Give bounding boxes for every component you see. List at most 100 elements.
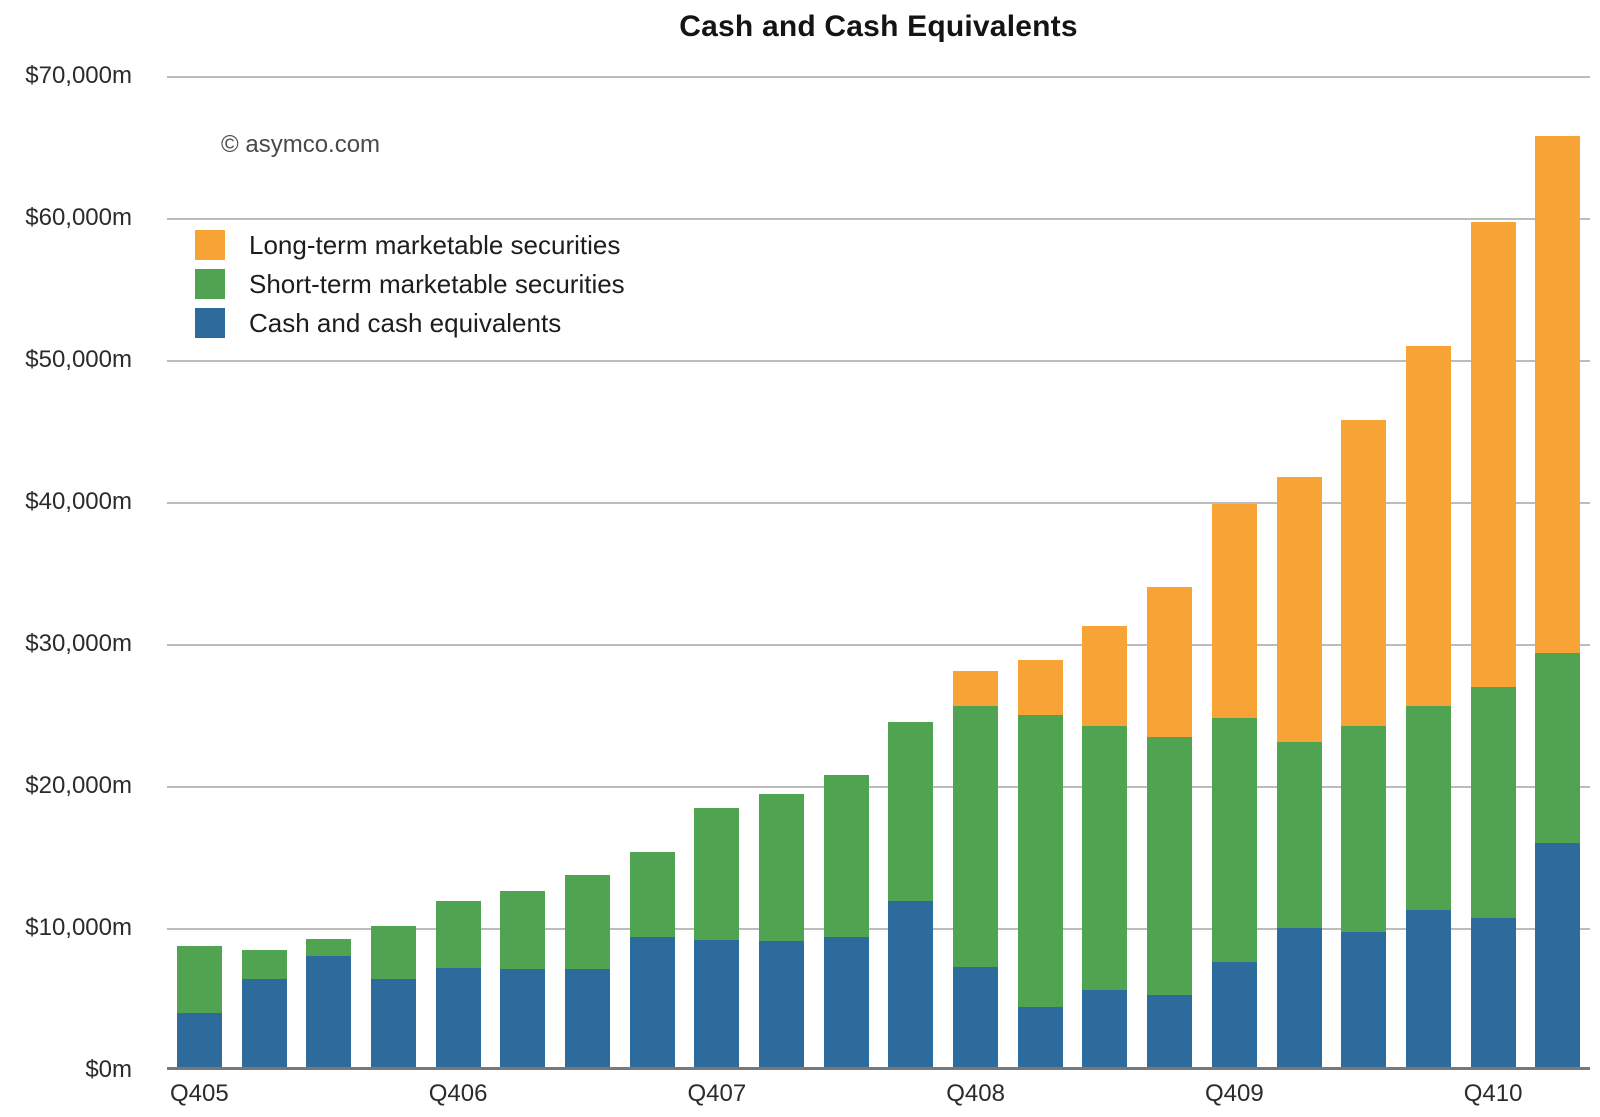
- bar-segment-cash: [759, 941, 805, 1070]
- x-tick-label: Q408: [946, 1080, 1005, 1107]
- bar-segment-cash: [176, 1013, 222, 1070]
- x-tick-slot: [296, 1080, 361, 1108]
- gridline: [167, 76, 1590, 78]
- bar-slot: [555, 76, 620, 1070]
- bar-segment-short_term: [435, 901, 481, 968]
- x-tick-slot: [1525, 1080, 1590, 1108]
- bar-slot: [1331, 76, 1396, 1070]
- bar-segment-short_term: [1535, 653, 1581, 844]
- bar-Q111: [1535, 135, 1581, 1070]
- bar-slot: [620, 76, 685, 1070]
- gridline: [167, 928, 1590, 930]
- x-tick-slot: [879, 1080, 944, 1108]
- bar-Q310: [1405, 345, 1451, 1070]
- bar-Q208: [823, 774, 869, 1070]
- y-tick-label: $50,000m: [25, 346, 132, 373]
- bar-segment-cash: [500, 969, 546, 1070]
- bar-segment-short_term: [1470, 686, 1516, 918]
- bar-segment-cash: [370, 979, 416, 1070]
- y-tick-label: $20,000m: [25, 772, 132, 799]
- bar-segment-short_term: [241, 949, 287, 980]
- x-tick-slot: [1137, 1080, 1202, 1108]
- gridline: [167, 218, 1590, 220]
- bar-slot: [1267, 76, 1332, 1070]
- bar-segment-short_term: [888, 722, 934, 902]
- gridline: [167, 644, 1590, 646]
- bar-segment-short_term: [1082, 726, 1128, 991]
- bar-Q109: [1017, 659, 1063, 1070]
- bar-segment-cash: [1470, 917, 1516, 1070]
- x-tick-slot: [490, 1080, 555, 1108]
- bar-slot: [1396, 76, 1461, 1070]
- bar-segment-short_term: [1147, 736, 1193, 996]
- legend-swatch-long-term-icon: [195, 230, 225, 260]
- bar-segment-short_term: [629, 851, 675, 938]
- bar-Q108: [759, 793, 805, 1070]
- plot-area: [167, 76, 1590, 1070]
- bar-slot: [1137, 76, 1202, 1070]
- x-tick-label: Q410: [1463, 1080, 1523, 1107]
- x-tick-slot: [749, 1080, 814, 1108]
- legend-swatch-cash-icon: [195, 308, 225, 338]
- bar-Q409: [1211, 504, 1257, 1070]
- x-tick-slot: [232, 1080, 297, 1108]
- x-tick-slot: [1396, 1080, 1461, 1108]
- gridline: [167, 502, 1590, 504]
- bar-segment-cash: [953, 967, 999, 1070]
- x-tick-slot: [555, 1080, 620, 1108]
- watermark: © asymco.com: [221, 131, 381, 158]
- bar-slot: [426, 76, 491, 1070]
- bar-segment-long_term: [1341, 419, 1387, 726]
- bar-segment-short_term: [953, 705, 999, 968]
- bar-segment-cash: [629, 937, 675, 1070]
- x-tick-label: Q406: [428, 1080, 488, 1107]
- bar-segment-long_term: [1147, 587, 1193, 737]
- x-tick-slot: [814, 1080, 879, 1108]
- x-axis: Q405 Q406 Q407 Q408 Q409 Q410: [167, 1080, 1590, 1108]
- bar-slot: [296, 76, 361, 1070]
- bar-Q106: [241, 949, 287, 1070]
- bar-segment-long_term: [1017, 659, 1063, 715]
- legend-swatch-short-term-icon: [195, 269, 225, 299]
- bar-slot: [879, 76, 944, 1070]
- bar-Q210: [1341, 419, 1387, 1070]
- legend-label-cash: Cash and cash equivalents: [249, 307, 562, 338]
- x-tick-slot: [1073, 1080, 1138, 1108]
- y-tick-label: $30,000m: [25, 630, 132, 657]
- bar-slot: [1525, 76, 1590, 1070]
- bar-segment-short_term: [1276, 741, 1322, 928]
- bar-slot: [1202, 76, 1267, 1070]
- bar-segment-cash: [306, 956, 352, 1070]
- bar-segment-short_term: [759, 793, 805, 942]
- bar-Q209: [1082, 625, 1128, 1070]
- bar-segment-cash: [1276, 928, 1322, 1070]
- bar-segment-short_term: [1017, 714, 1063, 1007]
- bar-Q107: [500, 890, 546, 1070]
- bar-segment-long_term: [1535, 135, 1581, 654]
- bars: [167, 76, 1590, 1070]
- bar-segment-cash: [1405, 910, 1451, 1070]
- x-axis-line: [167, 1067, 1590, 1070]
- bar-slot: [685, 76, 750, 1070]
- bar-segment-short_term: [564, 874, 610, 969]
- bar-segment-cash: [1341, 932, 1387, 1070]
- legend-item-cash: Cash and cash equivalents: [195, 308, 625, 338]
- bar-Q407: [694, 807, 740, 1070]
- x-tick-label: Q405: [169, 1080, 229, 1107]
- bar-segment-cash: [823, 936, 869, 1070]
- bar-segment-short_term: [1211, 717, 1257, 962]
- bar-Q308: [888, 722, 934, 1070]
- y-tick-label: $60,000m: [25, 204, 132, 231]
- bar-segment-cash: [1147, 995, 1193, 1070]
- bar-segment-long_term: [1470, 221, 1516, 687]
- bar-Q408: [953, 671, 999, 1070]
- bar-Q307: [629, 851, 675, 1070]
- legend-label-long-term: Long-term marketable securities: [249, 229, 621, 260]
- bar-slot: [167, 76, 232, 1070]
- bar-segment-long_term: [1082, 625, 1128, 727]
- x-tick-label: Q407: [687, 1080, 747, 1107]
- bar-slot: [232, 76, 297, 1070]
- bar-slot: [361, 76, 426, 1070]
- legend-item-long-term: Long-term marketable securities: [195, 230, 625, 260]
- bar-Q309: [1147, 587, 1193, 1070]
